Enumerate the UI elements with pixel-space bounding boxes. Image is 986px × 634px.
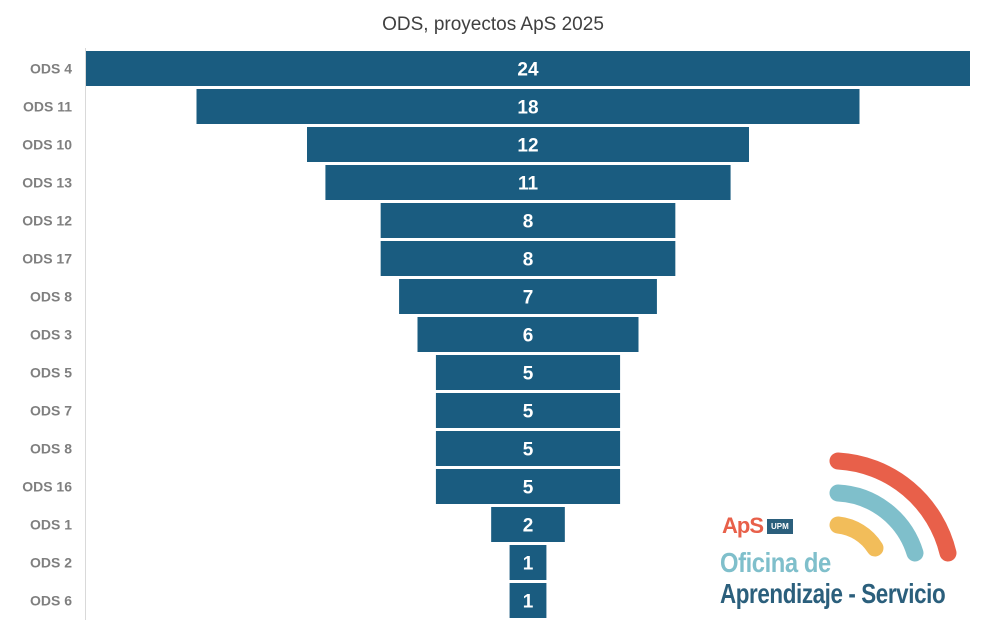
arc-yellow bbox=[829, 516, 884, 557]
category-label: ODS 3 bbox=[30, 327, 72, 343]
data-label: 5 bbox=[523, 440, 534, 461]
bar bbox=[307, 127, 749, 162]
data-label: 1 bbox=[523, 554, 534, 575]
data-label: 11 bbox=[518, 174, 539, 195]
data-label: 1 bbox=[523, 592, 534, 613]
logo-line-1: Oficina de bbox=[720, 547, 831, 578]
category-label: ODS 17 bbox=[22, 251, 72, 267]
bar bbox=[491, 507, 565, 542]
chart-title: ODS, proyectos ApS 2025 bbox=[382, 14, 604, 35]
category-label: ODS 11 bbox=[23, 99, 72, 115]
signal-arcs-icon bbox=[829, 452, 957, 562]
data-label: 18 bbox=[517, 98, 538, 119]
data-label: 8 bbox=[523, 250, 534, 271]
arc-teal bbox=[829, 484, 924, 562]
category-label: ODS 5 bbox=[30, 365, 72, 381]
data-label: 5 bbox=[523, 364, 534, 385]
bar bbox=[435, 431, 621, 466]
data-label: 5 bbox=[523, 402, 534, 423]
category-label: ODS 2 bbox=[30, 555, 72, 571]
bar bbox=[86, 51, 970, 86]
data-label: 24 bbox=[517, 60, 539, 81]
category-label: ODS 16 bbox=[22, 479, 72, 495]
data-label: 2 bbox=[523, 516, 534, 537]
bar bbox=[399, 279, 657, 314]
category-label: ODS 10 bbox=[22, 137, 72, 153]
category-label: ODS 4 bbox=[30, 61, 72, 77]
bar bbox=[435, 393, 621, 428]
bar bbox=[417, 317, 639, 352]
category-label: ODS 8 bbox=[30, 441, 72, 457]
bar bbox=[196, 89, 860, 124]
logo-line-2: Aprendizaje - Servicio bbox=[720, 578, 946, 609]
arc-red bbox=[829, 452, 957, 562]
category-label: ODS 1 bbox=[30, 517, 72, 533]
logo-upm-badge: UPM bbox=[767, 519, 793, 534]
category-label: ODS 7 bbox=[30, 403, 72, 419]
bar bbox=[509, 545, 547, 580]
category-label: ODS 6 bbox=[30, 593, 72, 609]
data-label: 7 bbox=[523, 288, 534, 309]
data-label: 5 bbox=[523, 478, 534, 499]
bar bbox=[509, 583, 547, 618]
data-label: 12 bbox=[517, 136, 538, 157]
bar bbox=[435, 355, 621, 390]
category-label: ODS 8 bbox=[30, 289, 72, 305]
data-label: 8 bbox=[523, 212, 534, 233]
bar bbox=[380, 203, 676, 238]
category-label: ODS 13 bbox=[22, 175, 72, 191]
data-label: 6 bbox=[523, 326, 534, 347]
bar bbox=[380, 241, 676, 276]
category-label: ODS 12 bbox=[22, 213, 72, 229]
bar bbox=[435, 469, 621, 504]
bar bbox=[325, 165, 731, 200]
logo-aps-text: ApS bbox=[722, 513, 764, 538]
